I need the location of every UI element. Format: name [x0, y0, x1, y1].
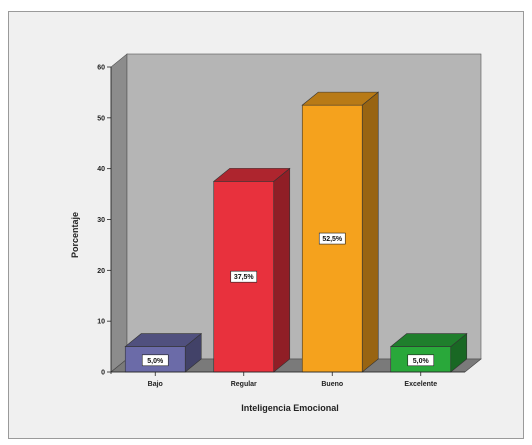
x-tick-label: Bueno [321, 381, 343, 388]
y-tick-label: 50 [97, 115, 105, 122]
data-label-box [318, 232, 346, 245]
bars-group: 5,0% 37,5% 52,5% 5,0% [124, 91, 468, 373]
bar-excelente: 5,0% [389, 332, 468, 373]
data-label: 37,5% [234, 274, 255, 281]
side-wall [110, 53, 128, 373]
y-tick-label: 10 [97, 319, 105, 326]
bar-top [301, 91, 380, 106]
y-tick-label: 40 [97, 166, 105, 173]
bar-regular: 37,5% [212, 167, 291, 373]
bar-side [273, 167, 291, 373]
bar-top [124, 333, 203, 347]
bar-top [212, 168, 291, 182]
y-tick-label: 20 [97, 268, 105, 275]
data-label: 5,0% [413, 358, 430, 365]
bar-bueno: 52,5% [301, 91, 380, 373]
x-tick-label: Excelente [404, 381, 437, 388]
data-label-box [407, 354, 435, 367]
bar-bajo: 5,0% [124, 332, 203, 373]
data-label-box [141, 354, 169, 367]
y-tick-label: 30 [97, 217, 105, 224]
x-tick-label: Regular [231, 381, 257, 388]
data-label-box [230, 270, 258, 283]
x-tick-label: Bajo [148, 381, 163, 388]
data-label: 5,0% [147, 358, 164, 365]
x-axis: Bajo Regular Bueno Excelente [111, 371, 465, 388]
chart-frame: 0 10 20 30 40 50 60 5,0% 37,5% 52,5% 5,0% Bajo Reg… [8, 11, 524, 439]
chart-walls [110, 53, 482, 373]
y-axis: 0 10 20 30 40 50 60 [97, 65, 112, 377]
y-tick-label: 0 [101, 370, 105, 377]
y-tick-label: 60 [97, 65, 105, 72]
x-axis-title: Inteligencia Emocional [241, 403, 339, 413]
data-label: 52,5% [322, 236, 343, 243]
y-axis-title: Porcentaje [70, 212, 80, 258]
bar-top [389, 333, 468, 347]
bar-side [361, 91, 379, 373]
bar-chart: 0 10 20 30 40 50 60 5,0% 37,5% 52,5% 5,0% Bajo Reg… [70, 53, 482, 413]
